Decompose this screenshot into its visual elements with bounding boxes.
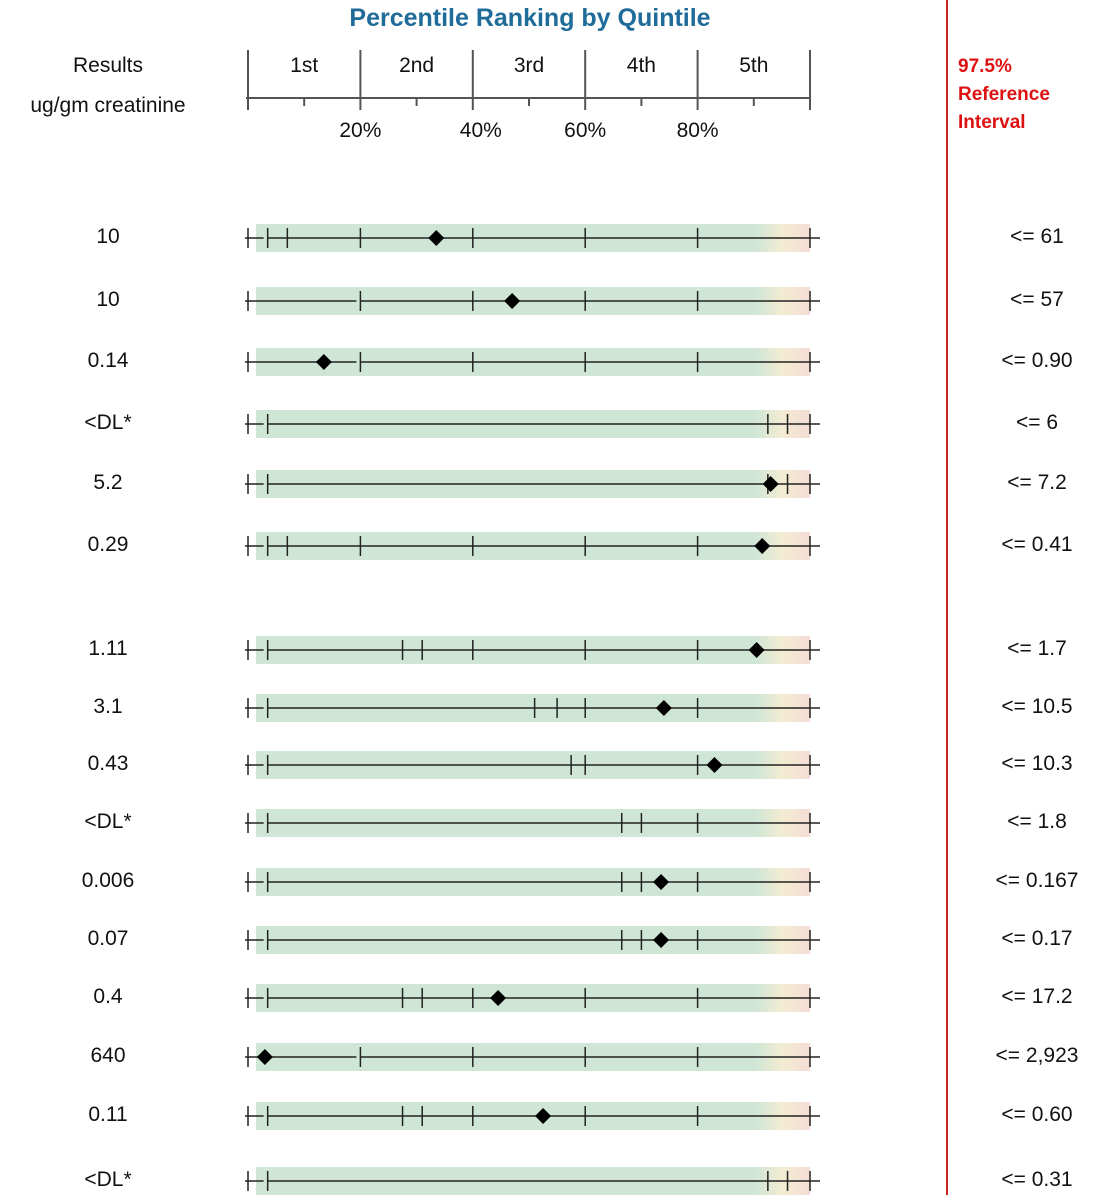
result-value: 1.11	[88, 637, 128, 660]
reference-header-line-3: Interval	[958, 112, 1026, 133]
chart-row	[245, 694, 820, 722]
reference-value: <= 61	[1010, 225, 1064, 248]
result-marker	[762, 476, 779, 492]
result-value: <DL*	[84, 1168, 132, 1191]
result-value: <DL*	[84, 810, 132, 833]
percent-tick-label: 60%	[564, 119, 607, 142]
quintile-label: 1st	[290, 54, 319, 77]
chart-row	[245, 1102, 820, 1130]
quintile-label: 3rd	[513, 54, 545, 77]
chart-row	[245, 984, 820, 1012]
chart-row	[245, 410, 820, 438]
result-value: 0.14	[87, 349, 129, 372]
result-value: 0.4	[93, 985, 123, 1008]
quintile-label: 5th	[739, 54, 769, 77]
quintile-axis	[246, 50, 811, 110]
reference-value: <= 0.60	[1001, 1103, 1073, 1126]
reference-value: <= 57	[1010, 288, 1064, 311]
reference-value: <= 0.167	[995, 869, 1079, 892]
reference-value: <= 17.2	[1001, 985, 1073, 1008]
reference-value: <= 6	[1015, 411, 1059, 434]
chart-row	[245, 636, 820, 664]
reference-value: <= 10.5	[1001, 695, 1073, 718]
chart-row	[245, 470, 820, 498]
reference-value: <= 0.17	[1001, 927, 1073, 950]
chart-row	[245, 751, 820, 779]
chart-row	[245, 926, 820, 954]
reference-value: <= 1.7	[1007, 637, 1067, 660]
chart-title: Percentile Ranking by Quintile	[349, 4, 711, 32]
result-value: 5.2	[93, 471, 123, 494]
quintile-label: 2nd	[399, 54, 435, 77]
result-marker	[653, 874, 670, 890]
result-marker	[653, 932, 670, 948]
result-value: 0.29	[87, 533, 129, 556]
reference-value: <= 0.31	[1001, 1168, 1073, 1191]
chart-row	[245, 532, 820, 560]
result-marker	[504, 293, 521, 309]
reference-header-line-1: 97.5%	[958, 56, 1012, 77]
result-marker	[535, 1108, 552, 1124]
result-value: 10	[96, 225, 120, 248]
reference-value: <= 10.3	[1001, 752, 1073, 775]
reference-header-line-2: Reference	[958, 84, 1050, 105]
chart-row	[245, 348, 820, 376]
reference-divider	[946, 0, 948, 1195]
reference-value: <= 0.41	[1001, 533, 1073, 556]
result-value: 10	[96, 288, 120, 311]
result-marker	[748, 642, 765, 658]
result-value: 640	[90, 1044, 126, 1067]
result-marker	[706, 757, 723, 773]
result-marker	[428, 230, 445, 246]
quintile-label: 4th	[626, 54, 656, 77]
result-marker	[655, 700, 672, 716]
results-header: Results	[72, 54, 144, 77]
result-marker	[754, 538, 771, 554]
result-value: 0.43	[87, 752, 129, 775]
result-marker	[256, 1049, 273, 1065]
reference-interval-header: 97.5% Reference Interval	[958, 53, 1050, 137]
chart-row	[245, 287, 820, 315]
chart-row	[245, 809, 820, 837]
result-value: 0.07	[87, 927, 129, 950]
reference-value: <= 1.8	[1007, 810, 1067, 833]
reference-value: <= 0.90	[1001, 349, 1073, 372]
chart-row	[245, 1043, 820, 1071]
chart-row	[245, 1167, 820, 1195]
reference-value: <= 7.2	[1007, 471, 1067, 494]
chart-rows	[245, 224, 820, 1195]
percent-tick-label: 20%	[339, 119, 382, 142]
results-units-header: ug/gm creatinine	[30, 94, 186, 117]
chart-row	[245, 224, 820, 252]
reference-value: <= 2,923	[995, 1044, 1079, 1067]
result-value: <DL*	[84, 411, 132, 434]
result-value: 3.1	[93, 695, 123, 718]
percent-tick-label: 40%	[459, 119, 502, 142]
result-value: 0.006	[81, 869, 135, 892]
chart-row	[245, 868, 820, 896]
percent-tick-label: 80%	[676, 119, 719, 142]
result-value: 0.11	[88, 1103, 128, 1126]
result-marker	[315, 354, 332, 370]
result-marker	[490, 990, 507, 1006]
